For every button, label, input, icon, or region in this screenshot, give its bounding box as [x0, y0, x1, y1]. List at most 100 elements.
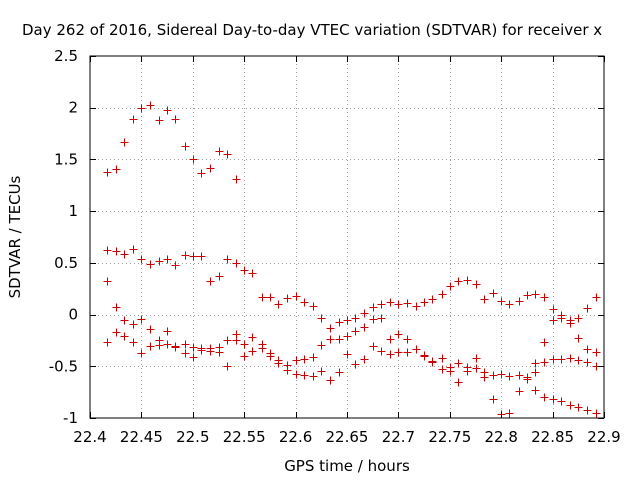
data-point-marker — [163, 340, 172, 349]
data-point-marker — [335, 335, 344, 344]
data-point-marker — [317, 367, 326, 376]
data-point-marker — [206, 277, 215, 286]
data-point-marker — [215, 147, 224, 156]
data-point-marker — [446, 282, 455, 291]
data-point-marker — [480, 295, 489, 304]
data-point-marker — [497, 297, 506, 306]
data-point-marker — [248, 269, 257, 278]
data-point-marker — [446, 367, 455, 376]
data-point-marker — [557, 314, 566, 323]
data-point-marker — [103, 277, 112, 286]
data-point-marker — [146, 342, 155, 351]
data-point-marker — [112, 303, 121, 312]
data-point-marker — [574, 314, 583, 323]
x-tick-label: 22.55 — [223, 428, 266, 446]
y-tick-label: 0 — [68, 306, 78, 324]
data-point-marker — [574, 356, 583, 365]
data-point-marker — [240, 352, 249, 361]
data-point-marker — [592, 409, 601, 418]
data-point-marker — [223, 362, 232, 371]
data-point-marker — [343, 316, 352, 325]
data-point-marker — [583, 406, 592, 415]
data-point-marker — [343, 350, 352, 359]
data-point-marker — [351, 327, 360, 336]
data-point-marker — [197, 344, 206, 353]
data-point-marker — [505, 372, 514, 381]
data-point-marker — [258, 293, 267, 302]
data-point-marker — [309, 372, 318, 381]
x-tick-label: 22.7 — [382, 428, 415, 446]
x-tick-label: 22.85 — [531, 428, 574, 446]
data-point-marker — [335, 318, 344, 327]
data-point-marker — [360, 309, 369, 318]
data-point-marker — [540, 338, 549, 347]
x-tick-label: 22.6 — [279, 428, 312, 446]
data-point-marker — [103, 168, 112, 177]
x-tick-label: 22.4 — [73, 428, 106, 446]
data-point-marker — [155, 341, 164, 350]
x-tick-label: 22.45 — [120, 428, 163, 446]
data-point-marker — [472, 354, 481, 363]
data-point-marker — [438, 354, 447, 363]
data-point-marker — [300, 298, 309, 307]
y-tick-label: 0.5 — [54, 254, 78, 272]
data-point-marker — [248, 347, 257, 356]
data-point-marker — [181, 251, 190, 260]
data-point-marker — [129, 115, 138, 124]
data-point-marker — [412, 345, 421, 354]
y-tick-label: -0.5 — [49, 357, 78, 375]
data-point-marker — [326, 376, 335, 385]
data-point-marker — [592, 348, 601, 357]
data-point-marker — [120, 250, 129, 259]
data-point-marker — [189, 252, 198, 261]
data-point-marker — [549, 305, 558, 314]
data-point-marker — [240, 266, 249, 275]
data-point-marker — [223, 336, 232, 345]
grid — [90, 56, 604, 418]
x-tick-label: 22.9 — [587, 428, 620, 446]
data-point-marker — [129, 245, 138, 254]
data-point-marker — [300, 355, 309, 364]
data-point-marker — [377, 347, 386, 356]
data-point-marker — [163, 106, 172, 115]
x-tick-label: 22.5 — [176, 428, 209, 446]
data-point-marker — [403, 335, 412, 344]
data-point-marker — [223, 255, 232, 264]
y-axis-label: SDTVAR / TECUs — [6, 175, 24, 298]
data-point-marker — [189, 155, 198, 164]
data-point-marker — [403, 299, 412, 308]
data-point-marker — [454, 378, 463, 387]
data-point-marker — [540, 293, 549, 302]
data-point-marker — [463, 276, 472, 285]
data-point-marker — [566, 354, 575, 363]
data-point-marker — [369, 342, 378, 351]
data-point-marker — [309, 353, 318, 362]
data-point-marker — [369, 303, 378, 312]
data-point-marker — [232, 175, 241, 184]
data-point-marker — [428, 295, 437, 304]
data-point-marker — [505, 409, 514, 418]
data-point-marker — [531, 290, 540, 299]
data-point-marker — [120, 332, 129, 341]
x-tick-label: 22.8 — [484, 428, 517, 446]
data-point-marker — [463, 367, 472, 376]
data-point-marker — [386, 298, 395, 307]
data-point-marker — [386, 335, 395, 344]
data-point-marker — [292, 292, 301, 301]
data-point-marker — [283, 366, 292, 375]
data-points — [103, 101, 601, 419]
data-point-marker — [206, 347, 215, 356]
data-point-marker — [171, 261, 180, 270]
data-point-marker — [540, 393, 549, 402]
data-point-marker — [566, 401, 575, 410]
data-point-marker — [283, 294, 292, 303]
data-point-marker — [258, 344, 267, 353]
data-point-marker — [394, 330, 403, 339]
data-point-marker — [515, 371, 524, 380]
data-point-marker — [369, 315, 378, 324]
data-point-marker — [215, 348, 224, 357]
data-point-marker — [377, 314, 386, 323]
x-axis-label: GPS time / hours — [284, 457, 410, 475]
data-point-marker — [472, 280, 481, 289]
